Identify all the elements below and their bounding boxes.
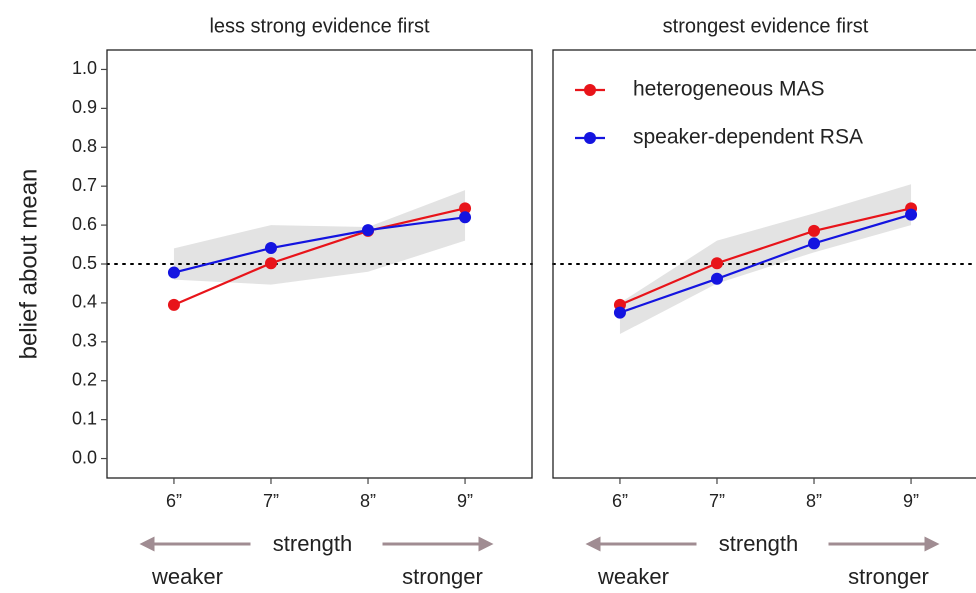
x-annotation-right: stronger [402,564,483,589]
data-point [264,257,277,270]
series-line [619,213,912,314]
x-tick-label: 8” [360,491,376,511]
y-tick-label: 0.0 [72,447,97,467]
panel-title: strongest evidence first [663,15,869,37]
series-line [173,216,466,274]
data-point [808,237,821,250]
legend-marker [584,84,596,96]
data-point [710,257,723,270]
panel-frame [552,49,976,479]
y-tick-label: 0.7 [72,175,97,195]
x-tick-label: 8” [806,491,822,511]
y-tick-label: 0.3 [72,331,97,351]
data-point [362,224,375,237]
y-tick-label: 0.9 [72,97,97,117]
x-tick-label: 9” [457,491,473,511]
series-line [619,207,912,306]
data-point [167,266,180,279]
y-tick-label: 0.2 [72,369,97,389]
confidence-band [173,190,466,285]
x-axis-label: strength [719,531,799,556]
y-tick-label: 0.1 [72,408,97,428]
x-annotation-left: weaker [597,564,669,589]
series-line [173,207,466,306]
y-tick-label: 0.8 [72,136,97,156]
data-point [905,208,918,221]
y-tick-label: 0.5 [72,253,97,273]
y-axis-label: belief about mean [15,169,42,360]
data-point [167,298,180,311]
data-point [459,202,472,215]
legend-marker [584,132,596,144]
data-point [264,242,277,255]
data-point [613,306,626,319]
data-point [459,211,472,224]
x-annotation-left: weaker [151,564,223,589]
confidence-band [619,184,912,335]
x-axis-label: strength [273,531,353,556]
x-tick-label: 7” [709,491,725,511]
y-tick-label: 0.4 [72,292,97,312]
legend-label: speaker-dependent RSA [633,126,863,149]
x-tick-label: 6” [166,491,182,511]
panel-title: less strong evidence first [209,15,430,37]
x-tick-label: 9” [903,491,919,511]
x-tick-label: 6” [612,491,628,511]
x-tick-label: 7” [263,491,279,511]
legend-label: heterogeneous MAS [633,78,824,101]
y-tick-label: 0.6 [72,214,97,234]
y-tick-label: 1.0 [72,58,97,78]
data-point [710,272,723,285]
x-annotation-right: stronger [848,564,929,589]
data-point [808,224,821,237]
